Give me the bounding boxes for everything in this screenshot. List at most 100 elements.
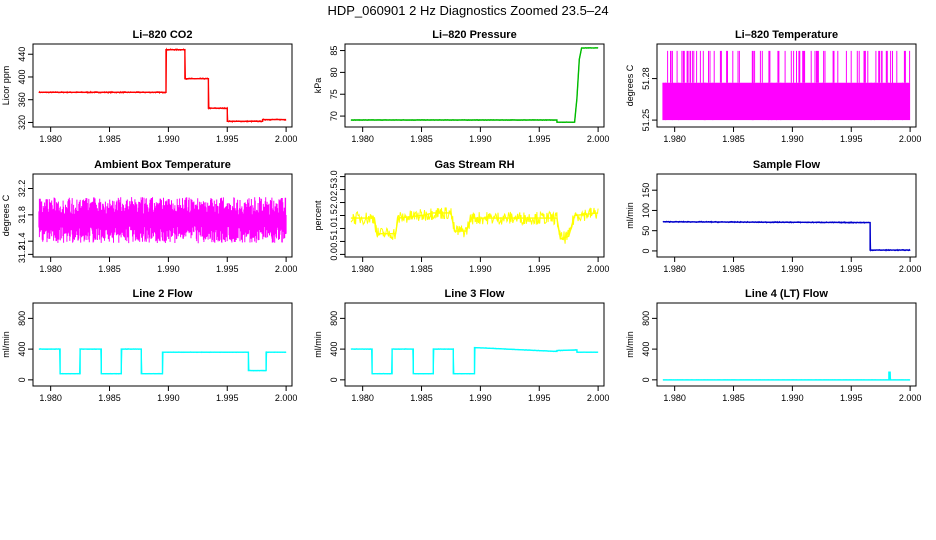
x-tick-label: 2.000: [899, 134, 922, 144]
x-tick-label: 1.990: [157, 134, 180, 144]
chart-title: Li–820 Pressure: [432, 29, 516, 41]
x-tick-label: 2.000: [275, 134, 298, 144]
x-tick-label: 1.985: [410, 134, 433, 144]
y-tick-label: 2.0: [329, 196, 339, 209]
y-tick-label: 0: [17, 377, 27, 382]
series-line: [662, 220, 911, 252]
y-axis-label: ml/min: [625, 202, 635, 229]
y-axis-label: Licor ppm: [1, 66, 11, 106]
x-tick-label: 1.980: [663, 134, 686, 144]
x-tick-label: 1.995: [216, 264, 239, 274]
x-tick-label: 1.990: [157, 393, 180, 403]
x-tick-label: 2.000: [899, 393, 922, 403]
x-tick-label: 2.000: [587, 134, 610, 144]
chart-title: Li–820 Temperature: [735, 29, 838, 41]
x-tick-label: 1.985: [98, 134, 121, 144]
chart-panel: Ambient Box Temperature 1.980 1.985 1.990 1.…: [1, 159, 297, 274]
chart-title: Line 2 Flow: [133, 288, 193, 300]
series-band: [662, 82, 911, 121]
x-tick-label: 1.990: [781, 393, 804, 403]
y-tick-label: 70: [329, 111, 339, 121]
chart-panel: Li–820 CO2 1.980 1.985 1.990 1.995 2.000 320 36…: [1, 29, 297, 144]
x-tick-label: 1.985: [722, 264, 745, 274]
y-tick-label: 400: [329, 342, 339, 357]
y-tick-label: 0.5: [329, 235, 339, 248]
y-axis-label: ml/min: [1, 331, 11, 358]
chart-panel: Li–820 Pressure 1.980 1.985 1.990 1.995 2.000…: [313, 29, 609, 144]
y-tick-label: 800: [641, 311, 651, 326]
chart-title: Line 3 Flow: [445, 288, 505, 300]
y-tick-label: 400: [17, 69, 27, 84]
y-tick-label: 32.2: [17, 180, 27, 198]
y-tick-label: 320: [17, 115, 27, 130]
y-tick-label: 0.0: [329, 248, 339, 261]
x-tick-label: 1.985: [410, 264, 433, 274]
x-tick-label: 1.980: [351, 264, 374, 274]
x-tick-label: 1.990: [157, 264, 180, 274]
plot-frame: [344, 302, 605, 387]
chart-title: Sample Flow: [753, 159, 821, 171]
x-tick-label: 1.990: [781, 264, 804, 274]
x-tick-label: 1.985: [722, 393, 745, 403]
y-axis-label: ml/min: [313, 331, 323, 358]
plot-frame: [656, 173, 917, 258]
series-line: [350, 46, 599, 124]
plot-frame: [32, 302, 293, 387]
y-axis-label: degrees C: [625, 64, 635, 106]
y-tick-label: 400: [17, 342, 27, 357]
x-tick-label: 1.990: [469, 134, 492, 144]
chart-panel: Sample Flow 1.980 1.985 1.990 1.995 2.000 0 50 1…: [625, 159, 921, 274]
x-tick-label: 1.995: [528, 264, 551, 274]
x-tick-label: 2.000: [587, 393, 610, 403]
x-tick-label: 1.980: [351, 134, 374, 144]
y-tick-label: 400: [641, 342, 651, 357]
chart-panel: Line 2 Flow 1.980 1.985 1.990 1.995 2.000 0 400…: [1, 288, 297, 403]
y-tick-label: 51.25: [641, 109, 651, 132]
y-tick-label: 0: [641, 248, 651, 253]
y-axis-label: ml/min: [625, 331, 635, 358]
y-tick-label: 75: [329, 89, 339, 99]
y-tick-label: 800: [329, 311, 339, 326]
chart-title: Li–820 CO2: [133, 29, 193, 41]
x-tick-label: 1.980: [351, 393, 374, 403]
x-tick-label: 2.000: [275, 393, 298, 403]
x-tick-label: 1.980: [663, 393, 686, 403]
x-tick-label: 2.000: [275, 264, 298, 274]
x-tick-label: 1.995: [840, 264, 863, 274]
figure-title: HDP_060901 2 Hz Diagnostics Zoomed 23.5–…: [327, 3, 608, 18]
series-line: [662, 371, 911, 381]
x-tick-label: 1.990: [469, 264, 492, 274]
y-tick-label: 31.4: [17, 232, 27, 250]
chart-panel: Line 4 (LT) Flow 1.980 1.985 1.990 1.995 2.00…: [625, 288, 921, 403]
series-step-line: [662, 221, 911, 251]
y-axis-label: kPa: [313, 78, 323, 94]
x-tick-label: 1.980: [39, 264, 62, 274]
y-tick-label: 360: [17, 92, 27, 107]
series-step-line: [38, 49, 287, 122]
x-tick-label: 1.995: [840, 393, 863, 403]
y-tick-label: 51.28: [641, 67, 651, 90]
chart-panel: Line 3 Flow 1.980 1.985 1.990 1.995 2.000 0 400…: [313, 288, 609, 403]
x-tick-label: 1.995: [216, 393, 239, 403]
series-line: [38, 347, 287, 375]
plot-frame: [344, 43, 605, 128]
chart-title: Line 4 (LT) Flow: [745, 288, 828, 300]
y-tick-label: 150: [641, 183, 651, 198]
x-tick-label: 1.985: [410, 393, 433, 403]
x-tick-label: 1.995: [528, 393, 551, 403]
chart-panel: Gas Stream RH 1.980 1.985 1.990 1.995 2.000 0.…: [313, 159, 609, 274]
series-noise: [38, 197, 287, 244]
y-tick-label: 440: [17, 47, 27, 62]
y-tick-label: 31.2: [17, 246, 27, 264]
series-line: [350, 207, 599, 244]
series-line: [38, 47, 287, 124]
plot-frame: [32, 43, 293, 128]
y-tick-label: 100: [641, 203, 651, 218]
plot-frame: [656, 43, 917, 128]
y-tick-label: 80: [329, 67, 339, 77]
y-tick-label: 31.8: [17, 206, 27, 224]
chart-title: Gas Stream RH: [434, 159, 514, 171]
x-tick-label: 2.000: [899, 264, 922, 274]
